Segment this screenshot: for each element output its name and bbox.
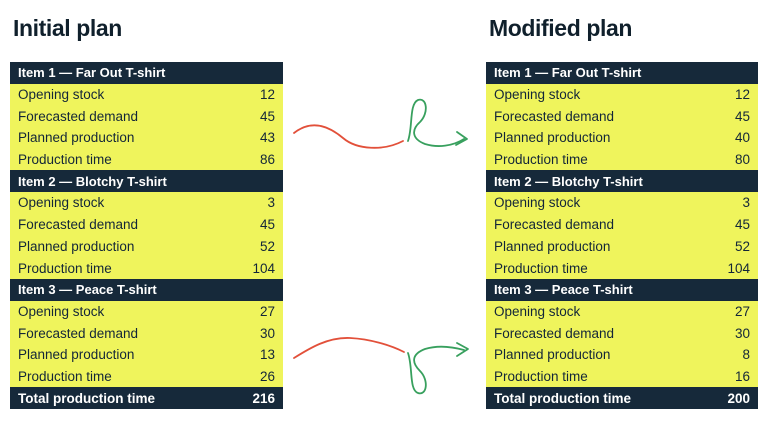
table-row: Production time 104 — [10, 257, 283, 279]
row-value: 12 — [734, 87, 750, 103]
row-value: 30 — [259, 325, 275, 341]
row-label: Planned production — [494, 130, 611, 146]
row-label: Opening stock — [18, 303, 105, 319]
table-row: Planned production 13 — [10, 343, 283, 366]
initial-plan-title: Initial plan — [13, 15, 122, 41]
row-value: 80 — [734, 152, 750, 168]
row-label: Opening stock — [18, 87, 105, 103]
green-loop-arrow-bottom — [407, 345, 465, 395]
table-row: Forecasted demand 45 — [10, 105, 283, 128]
row-label: Forecasted demand — [18, 325, 139, 341]
table-row: Opening stock 3 — [10, 192, 283, 214]
table-row: Planned production 40 — [486, 127, 758, 149]
row-value: 13 — [259, 347, 275, 363]
row-label: Planned production — [494, 238, 611, 254]
row-value: 104 — [252, 260, 275, 276]
row-value: 45 — [734, 217, 750, 233]
row-value: 27 — [259, 303, 275, 319]
row-label: Forecasted demand — [494, 325, 615, 341]
modified-plan-title: Modified plan — [489, 15, 633, 41]
section-header-item2: Item 2 — Blotchy T-shirt — [486, 170, 758, 193]
row-label: Opening stock — [494, 87, 581, 103]
row-label: Opening stock — [494, 195, 581, 211]
total-row: Total production time 216 — [10, 387, 283, 409]
table-row: Planned production 52 — [486, 235, 758, 258]
table-row: Opening stock 27 — [486, 300, 758, 323]
row-value: 12 — [259, 87, 275, 103]
table-row: Planned production 52 — [10, 235, 283, 258]
row-value: 26 — [259, 368, 275, 384]
green-arrowhead-bottom-icon — [456, 342, 469, 357]
initial-plan-panel: Initial plan Item 1 — Far Out T-shirt Op… — [10, 16, 283, 409]
row-value: 45 — [259, 217, 275, 233]
row-value: 16 — [734, 368, 750, 384]
red-squiggle-bottom — [293, 337, 405, 359]
modified-plan-table: Item 1 — Far Out T-shirt Opening stock 1… — [486, 62, 758, 409]
table-row: Opening stock 12 — [486, 83, 758, 106]
row-value: 45 — [259, 108, 275, 124]
row-value: 104 — [727, 260, 750, 276]
table-row: Opening stock 27 — [10, 300, 283, 323]
row-value: 40 — [734, 130, 750, 146]
row-value: 30 — [734, 325, 750, 341]
row-value: 86 — [259, 152, 275, 168]
table-row: Production time 16 — [486, 365, 758, 388]
row-label: Planned production — [18, 238, 135, 254]
row-label: Forecasted demand — [494, 217, 615, 233]
section-header-item3: Item 3 — Peace T-shirt — [10, 278, 283, 301]
table-row: Forecasted demand 30 — [10, 322, 283, 344]
row-label: Opening stock — [494, 303, 581, 319]
section-header-item1: Item 1 — Far Out T-shirt — [486, 62, 758, 84]
modified-plan-panel: Modified plan Item 1 — Far Out T-shirt O… — [486, 16, 758, 409]
row-value: 52 — [259, 238, 275, 254]
row-value: 3 — [742, 195, 750, 211]
initial-plan-table: Item 1 — Far Out T-shirt Opening stock 1… — [10, 62, 283, 409]
total-value: 216 — [252, 390, 275, 406]
row-label: Production time — [494, 260, 588, 276]
row-label: Planned production — [18, 347, 135, 363]
total-label: Total production time — [494, 390, 631, 406]
row-label: Production time — [494, 368, 588, 384]
total-row: Total production time 200 — [486, 387, 758, 409]
row-label: Planned production — [494, 347, 611, 363]
row-value: 43 — [259, 130, 275, 146]
table-row: Planned production 8 — [486, 343, 758, 366]
section-header-item3: Item 3 — Peace T-shirt — [486, 278, 758, 301]
row-value: 8 — [742, 347, 750, 363]
table-row: Production time 26 — [10, 365, 283, 388]
section-header-item2: Item 2 — Blotchy T-shirt — [10, 170, 283, 193]
row-value: 45 — [734, 108, 750, 124]
row-label: Production time — [18, 368, 112, 384]
row-label: Forecasted demand — [18, 217, 139, 233]
table-row: Production time 80 — [486, 148, 758, 171]
table-row: Forecasted demand 45 — [486, 213, 758, 236]
table-row: Opening stock 12 — [10, 83, 283, 106]
row-label: Forecasted demand — [494, 108, 615, 124]
table-row: Production time 104 — [486, 257, 758, 279]
total-value: 200 — [727, 390, 750, 406]
row-label: Planned production — [18, 130, 135, 146]
table-row: Opening stock 3 — [486, 192, 758, 214]
row-label: Production time — [494, 152, 588, 168]
table-row: Production time 86 — [10, 148, 283, 171]
table-row: Forecasted demand 45 — [10, 213, 283, 236]
green-arrowhead-top-icon — [455, 131, 468, 146]
row-value: 27 — [734, 303, 750, 319]
red-squiggle-top — [293, 124, 404, 149]
row-value: 3 — [267, 195, 275, 211]
section-header-item1: Item 1 — Far Out T-shirt — [10, 62, 283, 84]
row-label: Production time — [18, 152, 112, 168]
table-row: Forecasted demand 30 — [486, 322, 758, 344]
row-label: Opening stock — [18, 195, 105, 211]
row-value: 52 — [734, 238, 750, 254]
row-label: Production time — [18, 260, 112, 276]
total-label: Total production time — [18, 390, 155, 406]
table-row: Planned production 43 — [10, 127, 283, 149]
table-row: Forecasted demand 45 — [486, 105, 758, 128]
green-loop-arrow-top — [407, 98, 465, 147]
row-label: Forecasted demand — [18, 108, 139, 124]
